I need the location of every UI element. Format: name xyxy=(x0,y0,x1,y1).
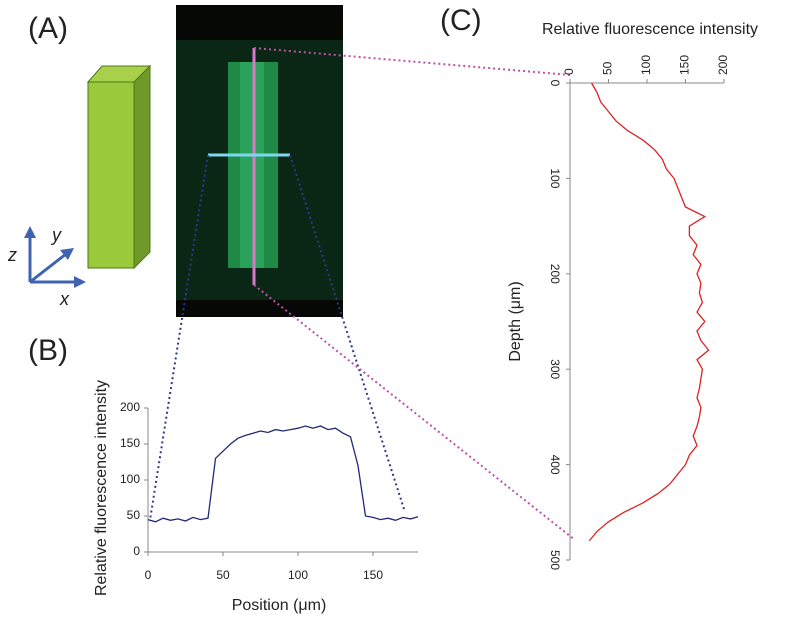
x-tick-label: 100 xyxy=(639,55,653,75)
connectors xyxy=(149,47,576,541)
y-tick-label: 0 xyxy=(133,544,140,558)
y-tick-label: 50 xyxy=(127,508,141,522)
y-tick-label: 500 xyxy=(548,550,562,570)
x-tick-label: 50 xyxy=(601,61,615,75)
block-illustration xyxy=(86,64,152,270)
panel-label: (B) xyxy=(28,334,68,367)
panel-label: (C) xyxy=(440,4,482,37)
x-tick-label: 150 xyxy=(678,55,692,75)
y-tick-label: 200 xyxy=(120,400,140,414)
data-line xyxy=(147,425,419,523)
x-tick-label: 0 xyxy=(145,568,152,582)
x-tick-label: 150 xyxy=(363,568,383,582)
y-tick-label: 100 xyxy=(548,168,562,188)
y-tick-label: 100 xyxy=(120,472,140,486)
panel-label: (A) xyxy=(28,12,68,45)
x-tick-label: 50 xyxy=(216,568,230,582)
y-axis-label: Relative fluorescence intensity xyxy=(93,380,110,596)
axis-letter: x xyxy=(59,289,70,309)
micrograph xyxy=(176,5,343,317)
y-tick-label: 400 xyxy=(548,455,562,475)
x-tick-label: 0 xyxy=(562,68,576,75)
x-tick-label: 100 xyxy=(288,568,308,582)
x-axis-label: Position (μm) xyxy=(232,597,327,614)
axis-letter: y xyxy=(50,225,62,245)
axes-arrows xyxy=(24,226,86,288)
axis-letter: z xyxy=(7,245,17,265)
x-tick-label: 200 xyxy=(716,55,730,75)
y-axis-label: Depth (μm) xyxy=(507,281,524,361)
data-line xyxy=(588,82,710,542)
y-tick-label: 150 xyxy=(120,436,140,450)
y-tick-label: 300 xyxy=(548,359,562,379)
x-axis-label: Relative fluorescence intensity xyxy=(542,21,758,38)
y-tick-label: 0 xyxy=(548,80,562,87)
y-tick-label: 200 xyxy=(548,264,562,284)
